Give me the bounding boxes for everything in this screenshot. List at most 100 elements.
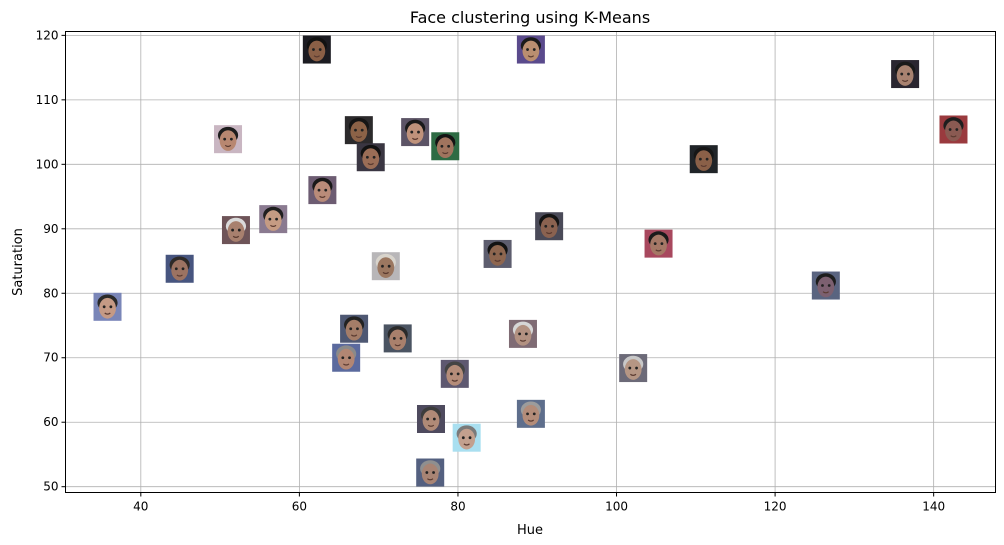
face-shape — [650, 234, 667, 256]
face-thumbnail-point — [332, 343, 361, 372]
eye-icon — [268, 217, 272, 221]
face-shape — [389, 329, 407, 351]
eye-icon — [231, 228, 235, 232]
eye-icon — [324, 188, 328, 192]
face-shape — [896, 65, 914, 86]
face-thumbnail-point — [508, 319, 537, 348]
face-thumbnail-point — [302, 35, 331, 64]
eye-icon — [174, 267, 178, 271]
eye-icon — [450, 372, 453, 376]
face-thumbnail-point — [483, 239, 512, 268]
face-shape — [406, 123, 424, 144]
mouth-shape — [367, 162, 374, 166]
y-tick-label: 50 — [43, 480, 58, 494]
face-thumbnail-point — [165, 254, 194, 283]
mouth-shape — [655, 249, 662, 252]
x-tick-label: 100 — [605, 500, 628, 514]
face-shape — [458, 428, 476, 450]
eye-icon — [907, 72, 910, 76]
eye-icon — [387, 264, 391, 268]
chart-title: Face clustering using K-Means — [410, 8, 650, 27]
face-shape — [945, 120, 962, 142]
mouth-shape — [104, 312, 111, 315]
x-tick-label: 60 — [292, 500, 307, 514]
face-shape — [219, 130, 237, 151]
eye-icon — [365, 155, 369, 159]
mouth-shape — [411, 137, 419, 140]
face-thumbnail-point — [383, 324, 412, 353]
mouth-shape — [901, 79, 909, 82]
eye-icon — [551, 224, 554, 228]
eye-icon — [432, 471, 435, 474]
eye-icon — [432, 417, 436, 421]
data-points — [93, 35, 968, 487]
mouth-shape — [950, 135, 957, 138]
x-tick-label: 140 — [922, 500, 945, 514]
mouth-shape — [494, 259, 501, 262]
face-thumbnail-point — [811, 271, 840, 300]
eye-icon — [705, 157, 709, 161]
face-thumbnail-point — [344, 116, 373, 145]
y-axis-ticks: 50 60 70 80 90 100 110 120 — [36, 28, 66, 494]
eye-icon — [318, 48, 322, 51]
face-thumbnail-point — [308, 176, 337, 205]
eye-icon — [426, 417, 430, 421]
face-shape — [377, 257, 395, 278]
mouth-shape — [176, 274, 183, 277]
mouth-shape — [442, 151, 449, 155]
face-thumbnail-point — [440, 359, 469, 388]
mouth-shape — [350, 334, 358, 337]
face-thumbnail-point — [689, 145, 718, 174]
mouth-shape — [382, 271, 389, 275]
eye-icon — [440, 144, 444, 148]
eye-icon — [532, 412, 536, 416]
eye-icon — [492, 252, 496, 256]
y-axis-label: Saturation — [11, 228, 26, 296]
mouth-shape — [394, 344, 401, 347]
face-shape — [522, 404, 540, 426]
eye-icon — [354, 128, 357, 132]
eye-icon — [461, 436, 465, 440]
face-shape — [422, 410, 440, 431]
x-tick-label: 120 — [764, 500, 787, 514]
face-shape — [308, 40, 326, 62]
mouth-shape — [427, 424, 435, 427]
face-shape — [817, 276, 835, 298]
face-thumbnail-point — [259, 205, 288, 234]
face-thumbnail-point — [371, 252, 400, 281]
y-tick-label: 70 — [43, 351, 58, 365]
face-thumbnail-point — [452, 423, 481, 452]
face-shape — [624, 359, 642, 380]
face-shape — [436, 137, 454, 159]
eye-icon — [381, 264, 384, 268]
mouth-shape — [629, 373, 637, 376]
eye-icon — [653, 242, 657, 246]
face-shape — [540, 217, 558, 238]
plot-frame — [65, 31, 996, 493]
mouth-shape — [319, 195, 326, 198]
eye-icon — [900, 72, 904, 76]
eye-icon — [425, 471, 429, 474]
eye-icon — [360, 128, 364, 132]
eye-icon — [109, 305, 113, 309]
eye-icon — [410, 130, 414, 134]
eye-icon — [518, 332, 522, 336]
face-thumbnail-point — [416, 404, 445, 433]
face-shape — [171, 259, 189, 281]
eye-icon — [229, 137, 233, 141]
mouth-shape — [700, 164, 707, 168]
face-thumbnail-point — [221, 216, 250, 245]
face-shape — [264, 210, 282, 231]
face-shape — [514, 324, 532, 346]
face-shape — [337, 348, 355, 370]
eye-icon — [635, 366, 638, 370]
face-shape — [695, 150, 713, 171]
y-tick-label: 60 — [43, 415, 58, 429]
y-tick-label: 110 — [36, 93, 59, 107]
eye-icon — [348, 356, 351, 360]
x-axis-ticks: 40 60 80 100 120 140 — [133, 492, 945, 514]
eye-icon — [223, 137, 227, 141]
mouth-shape — [427, 478, 434, 481]
eye-icon — [349, 327, 353, 331]
face-thumbnail-point — [891, 60, 920, 89]
